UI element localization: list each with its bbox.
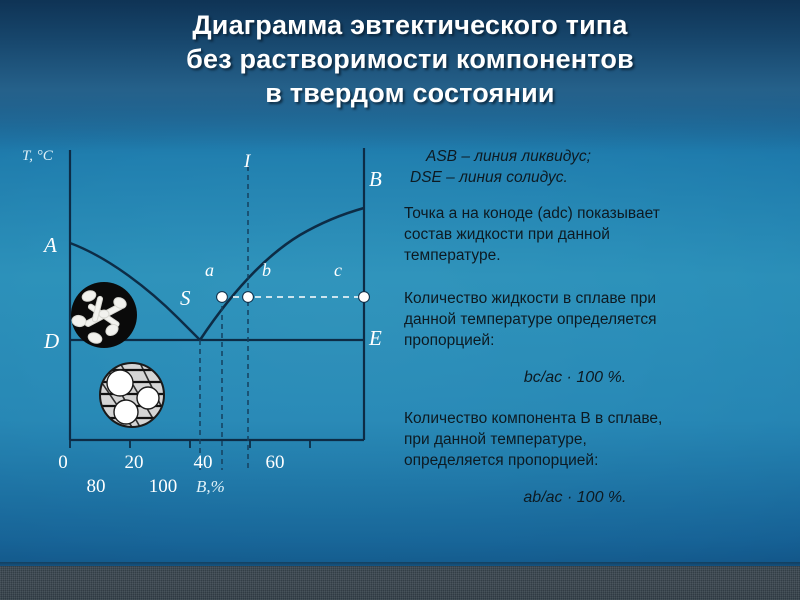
- microstructure-eutectic-icon: [99, 362, 165, 428]
- y-axis-label: T, °C: [22, 148, 54, 164]
- title-line-2: без растворимости компонентов: [186, 44, 634, 74]
- paragraph-component-b-l2: при данной температуре,: [404, 431, 587, 448]
- x-tick-80: 80: [87, 476, 106, 497]
- segment-label-b: b: [262, 260, 271, 280]
- paragraph-liquid-amount-l2: данной температуре определяется: [404, 311, 657, 328]
- x-axis-label: B,%: [196, 477, 225, 496]
- legend-liquidus: ASB – линия ликвидус;: [404, 146, 796, 167]
- formula-component-b-fraction: ab/ac · 100 %.: [523, 489, 627, 506]
- x-axis-ticks: [69, 440, 311, 448]
- point-label-E: E: [368, 326, 382, 350]
- paragraph-component-b-l3: определяется пропорцией:: [404, 452, 599, 469]
- segment-label-a: a: [205, 260, 214, 280]
- paragraph-component-b-l1: Количество компонента B в сплаве,: [404, 410, 663, 427]
- footer-bar: [0, 562, 800, 600]
- legend-solidus: DSE – линия солидус.: [404, 167, 796, 188]
- legend-liquidus-text: ASB – линия ликвидус;: [426, 148, 591, 165]
- x-tick-60: 60: [266, 452, 285, 473]
- paragraph-liquid-amount-l1: Количество жидкости в сплаве при: [404, 290, 657, 307]
- explanation-panel: ASB – линия ликвидус; DSE – линия солиду…: [404, 146, 796, 508]
- point-label-S: S: [180, 286, 191, 310]
- paragraph-tie-line-l3: температуре.: [404, 247, 501, 264]
- paragraph-tie-line-l2: состав жидкости при данной: [404, 226, 610, 243]
- segment-label-c: c: [334, 260, 342, 280]
- title-line-3: в твердом состоянии: [265, 78, 555, 108]
- tie-point-d: [242, 291, 254, 303]
- title-line-1: Диаграмма эвтектического типа: [192, 10, 628, 40]
- point-label-D: D: [43, 329, 59, 353]
- tie-point-c: [358, 291, 370, 303]
- paragraph-tie-line: Точка a на коноде (adc) показывает соста…: [404, 203, 796, 266]
- page-title: Диаграмма эвтектического типа без раство…: [60, 8, 760, 110]
- point-label-A: A: [42, 233, 57, 257]
- point-label-B: B: [369, 167, 382, 191]
- x-tick-40: 40: [194, 452, 213, 473]
- phase-diagram: T, °C A B D E S I a b c 0 20 40 60 80 10…: [0, 130, 400, 500]
- paragraph-liquid-amount-l3: пропорцией:: [404, 332, 495, 349]
- top-gradient-overlay: [0, 0, 800, 150]
- point-label-I: I: [243, 151, 252, 172]
- x-tick-100: 100: [149, 476, 178, 497]
- formula-liquid-fraction: bc/ac · 100 %.: [523, 369, 627, 386]
- tie-point-a: [216, 291, 228, 303]
- paragraph-liquid-amount: Количество жидкости в сплаве при данной …: [404, 288, 796, 351]
- paragraph-component-b: Количество компонента B в сплаве, при да…: [404, 408, 796, 471]
- paragraph-tie-line-l1: Точка a на коноде (adc) показывает: [404, 205, 660, 222]
- x-tick-20: 20: [125, 452, 144, 473]
- x-tick-0: 0: [58, 452, 68, 473]
- microstructure-primary-crystals-icon: [71, 282, 137, 348]
- liquidus-branch-AS: [69, 241, 201, 341]
- legend-solidus-text: DSE – линия солидус.: [410, 169, 568, 186]
